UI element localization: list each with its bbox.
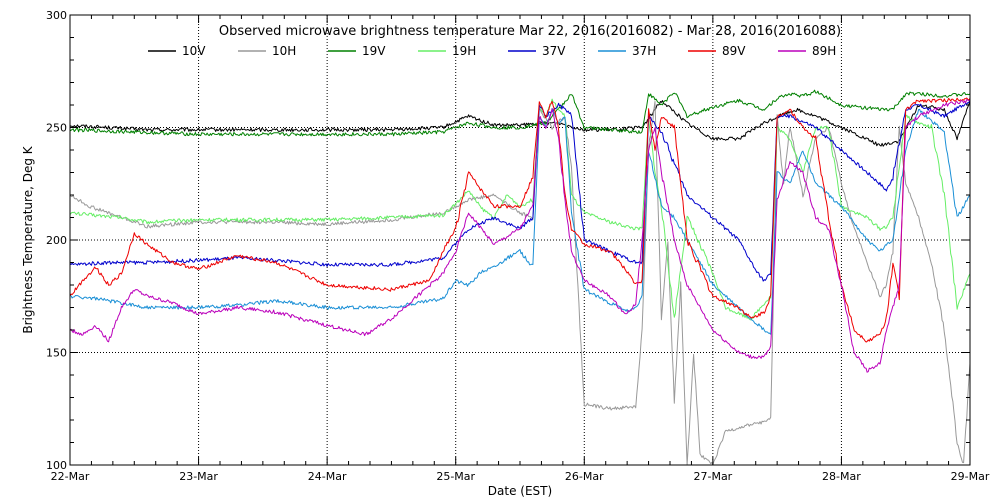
chart-title: Observed microwave brightness temperatur… — [219, 24, 841, 39]
x-axis-title: Date (EST) — [488, 484, 552, 498]
legend-label-10h: 10H — [272, 44, 296, 58]
y-tick-label: 200 — [46, 234, 67, 247]
legend-label-10v: 10V — [182, 44, 206, 58]
y-axis-ticks: 100 150 200 250 300 — [46, 9, 970, 472]
x-tick-label: 25-Mar — [436, 470, 475, 483]
x-tick-label: 28-Mar — [822, 470, 861, 483]
legend-label-37v: 37V — [542, 44, 566, 58]
x-axis-ticks: 22-Mar 23-Mar 24-Mar 25-Mar 26-Mar 27-Mar 28-M… — [51, 15, 990, 483]
series-line-19v — [69, 89, 971, 137]
series-line-10h — [69, 101, 971, 466]
y-tick-label: 300 — [46, 9, 67, 22]
series-line-19h — [69, 98, 971, 321]
x-tick-label: 26-Mar — [565, 470, 604, 483]
y-tick-label: 100 — [46, 459, 67, 472]
x-tick-label: 22-Mar — [51, 470, 90, 483]
y-tick-label: 250 — [46, 122, 67, 135]
y-axis-title: Brightness Temperature, Deg K — [21, 145, 35, 333]
series-line-10v — [69, 100, 971, 147]
y-tick-label: 150 — [46, 347, 67, 360]
legend-label-89h: 89H — [812, 44, 836, 58]
series-lines — [69, 89, 971, 466]
legend: 10V 10H 19V 19H 37V 37H 89V 89H — [148, 44, 836, 58]
legend-label-19v: 19V — [362, 44, 386, 58]
x-tick-label: 27-Mar — [693, 470, 732, 483]
legend-label-19h: 19H — [452, 44, 476, 58]
legend-label-37h: 37H — [632, 44, 656, 58]
x-tick-label: 23-Mar — [179, 470, 218, 483]
x-tick-label: 24-Mar — [308, 470, 347, 483]
series-line-89v — [69, 97, 971, 343]
series-line-89h — [69, 98, 971, 373]
x-tick-label: 29-Mar — [951, 470, 990, 483]
legend-label-89v: 89V — [722, 44, 746, 58]
series-line-37h — [69, 107, 971, 335]
